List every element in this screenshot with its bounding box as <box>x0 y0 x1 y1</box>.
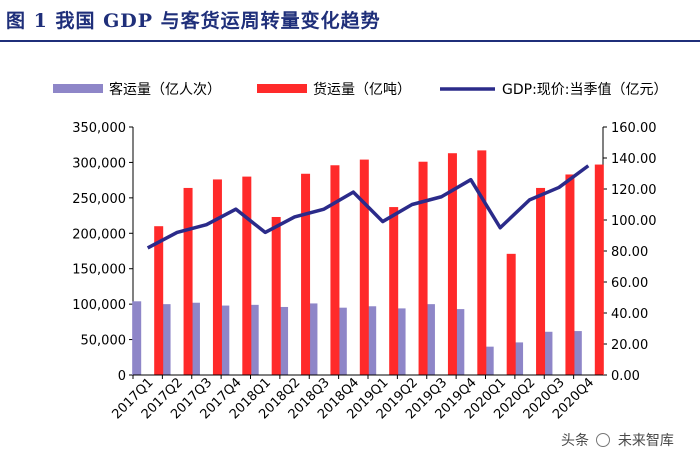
freight-bar <box>418 161 428 375</box>
passenger-bar <box>572 331 582 375</box>
freight-bar <box>536 187 546 375</box>
freight-bar <box>594 164 604 375</box>
right-tick-label: 160.00 <box>611 121 657 136</box>
passenger-bar <box>543 331 553 375</box>
freight-bar <box>242 176 252 375</box>
passenger-bar <box>249 304 259 375</box>
freight-bar <box>447 153 457 375</box>
passenger-bar <box>455 309 465 375</box>
passenger-bar <box>190 302 200 375</box>
right-tick-label: 0.00 <box>611 369 640 384</box>
freight-bar <box>301 173 311 375</box>
legend-label: GDP:现价:当季值（亿元） <box>502 82 668 98</box>
left-tick-label: 150,000 <box>72 263 126 278</box>
legend-label: 货运量（亿吨） <box>313 81 411 98</box>
freight-bar <box>389 207 399 375</box>
bar-group <box>132 150 604 375</box>
left-tick-label: 100,000 <box>72 298 126 313</box>
legend-label: 客运量（亿人次） <box>109 81 221 98</box>
passenger-bar <box>279 306 289 375</box>
right-tick-label: 100.00 <box>611 214 657 229</box>
passenger-bar <box>337 307 347 375</box>
left-tick-label: 50,000 <box>81 334 127 349</box>
freight-bar <box>154 226 164 375</box>
gdp-line <box>146 164 590 250</box>
legend-swatch <box>257 84 307 93</box>
freight-bar <box>565 174 575 375</box>
passenger-bar <box>425 304 435 375</box>
freight-bar <box>359 159 369 375</box>
right-tick-label: 140.00 <box>611 152 657 167</box>
freight-bar <box>212 179 222 375</box>
passenger-bar <box>396 308 406 375</box>
freight-bar <box>183 187 193 375</box>
freight-bar <box>271 216 281 375</box>
right-tick-label: 80.00 <box>611 245 648 260</box>
right-y-axis: 0.00 20.00 40.00 60.00 80.00 100.00 120.00 140.… <box>602 121 657 384</box>
right-tick-label: 40.00 <box>611 307 648 322</box>
freight-bar <box>477 150 487 375</box>
passenger-bar <box>514 342 524 375</box>
freight-bar <box>506 253 516 375</box>
title-divider <box>0 40 700 42</box>
passenger-bar <box>308 303 318 375</box>
passenger-bar <box>367 306 377 375</box>
right-tick-label: 120.00 <box>611 183 657 198</box>
passenger-bar <box>161 304 171 375</box>
legend: 客运量（亿人次） 货运量（亿吨） GDP:现价:当季值（亿元） <box>53 81 668 98</box>
watermark-logo-icon <box>596 433 611 447</box>
passenger-bar <box>220 305 230 375</box>
x-axis: 2017Q12017Q22017Q32017Q42018Q12018Q22018… <box>109 374 603 422</box>
left-tick-label: 200,000 <box>72 227 126 242</box>
passenger-bar <box>484 346 494 375</box>
left-tick-label: 300,000 <box>72 156 126 171</box>
legend-swatch <box>53 84 103 93</box>
watermark: 头条 未来智库 <box>555 428 680 452</box>
left-y-axis: 0 50,000 100,000 150,000 200,000 250,000 300,0… <box>72 121 134 384</box>
passenger-bar <box>132 301 142 375</box>
gdp-line-group <box>146 164 590 250</box>
chart-title: 图 1 我国 GDP 与客货运周转量变化趋势 <box>6 10 381 32</box>
freight-bar <box>330 165 340 375</box>
left-tick-label: 250,000 <box>72 192 126 207</box>
watermark-name: 未来智库 <box>617 433 674 449</box>
left-tick-label: 0 <box>118 369 126 384</box>
left-tick-label: 350,000 <box>72 121 126 136</box>
right-tick-label: 60.00 <box>611 276 648 291</box>
watermark-prefix: 头条 <box>561 433 589 449</box>
right-tick-label: 20.00 <box>611 338 648 353</box>
